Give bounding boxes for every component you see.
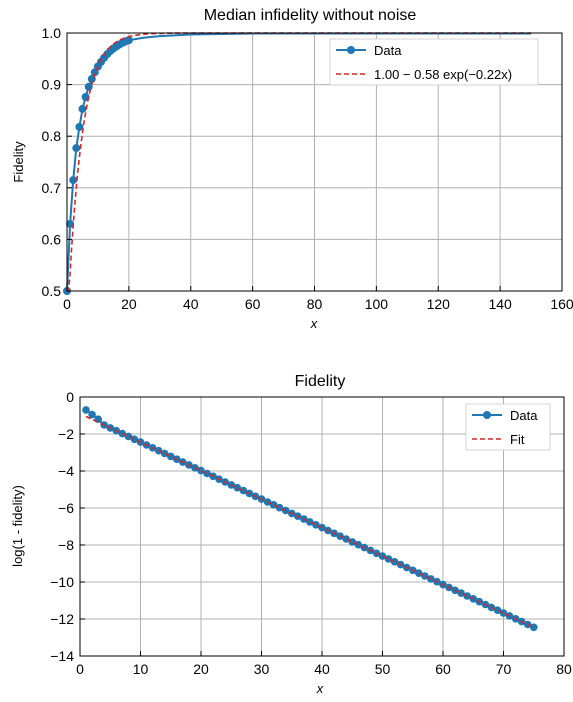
- bottom-data-point: [348, 538, 357, 546]
- top-x-tick-label: 40: [183, 296, 199, 312]
- bottom-tick-labels: 0 10 20 30 40 50 60 70 80 0 −2 −4 −6 −8 −10 −12 −14: [50, 389, 572, 677]
- bottom-x-tick-label: 80: [556, 661, 572, 677]
- bottom-data-point: [342, 535, 351, 543]
- bottom-y-tick-label: −10: [50, 574, 74, 590]
- bottom-data-point: [239, 486, 248, 495]
- bottom-x-tick-label: 20: [193, 661, 209, 677]
- bottom-y-tick-label: 0: [66, 389, 74, 405]
- bottom-y-tick-label: −14: [50, 648, 74, 664]
- bottom-data-point: [88, 410, 96, 419]
- top-y-tick-label: 0.5: [42, 283, 62, 299]
- bottom-data-point: [312, 521, 320, 529]
- top-data-point: [84, 82, 93, 91]
- top-legend-data-marker: [347, 46, 355, 54]
- top-chart: Median infidelity without noise 0 20 40 60 8…: [11, 7, 573, 331]
- bottom-data-point: [530, 623, 538, 632]
- bottom-data-point: [421, 572, 429, 580]
- bottom-data-point: [451, 586, 459, 595]
- top-data-point: [78, 104, 87, 113]
- bottom-data-point: [390, 558, 399, 566]
- bottom-data-point: [384, 555, 393, 563]
- top-x-axis-label: x: [310, 316, 318, 331]
- bottom-data-point: [378, 552, 387, 560]
- bottom-x-tick-label: 30: [254, 661, 270, 677]
- bottom-data-point: [463, 592, 472, 600]
- top-x-tick-label: 0: [63, 296, 71, 312]
- top-y-tick-label: 0.7: [42, 180, 62, 196]
- bottom-legend: Data Fit: [465, 403, 551, 451]
- top-y-tick-label: 0.8: [42, 128, 62, 144]
- bottom-y-tick-label: −8: [58, 537, 74, 553]
- bottom-fit-line-overlay: [85, 415, 535, 628]
- top-data-point: [66, 219, 75, 228]
- bottom-data-point: [269, 501, 278, 509]
- bottom-data-point: [306, 518, 314, 526]
- bottom-data-point: [94, 415, 102, 424]
- bottom-data-point: [275, 503, 284, 512]
- bottom-x-tick-label: 70: [496, 661, 512, 677]
- bottom-data-point: [233, 483, 242, 492]
- bottom-data-point: [203, 469, 211, 478]
- top-data-point: [72, 144, 81, 153]
- top-y-tick-label: 0.9: [42, 77, 62, 93]
- top-x-tick-label: 120: [427, 296, 451, 312]
- top-x-tick-label: 20: [121, 296, 137, 312]
- top-data-point: [75, 122, 84, 131]
- bottom-x-tick-label: 50: [375, 661, 391, 677]
- bottom-y-tick-label: −12: [50, 611, 74, 627]
- top-legend-box: [329, 38, 539, 86]
- bottom-legend-box: [465, 403, 551, 451]
- bottom-data-point: [130, 435, 139, 444]
- top-x-tick-label: 160: [550, 296, 573, 312]
- top-legend: Data 1.00 − 0.58 exp(−0.22x): [329, 38, 539, 86]
- top-x-tick-label: 60: [245, 296, 261, 312]
- top-y-tick-label: 0.6: [42, 231, 62, 247]
- top-y-axis-label: Fidelity: [11, 141, 26, 183]
- top-legend-data-label: Data: [374, 43, 402, 58]
- top-x-tick-label: 140: [488, 296, 512, 312]
- bottom-x-axis-label: x: [316, 681, 324, 696]
- bottom-data-point: [197, 466, 205, 475]
- bottom-y-tick-label: −6: [58, 500, 74, 516]
- bottom-chart-title: Fidelity: [295, 373, 346, 390]
- bottom-data-point: [167, 452, 175, 461]
- bottom-legend-data-label: Data: [510, 408, 538, 423]
- top-data-point: [69, 176, 78, 185]
- bottom-data-point: [82, 406, 90, 414]
- bottom-data-point: [493, 606, 502, 614]
- top-x-tick-label: 80: [307, 296, 323, 312]
- top-x-tick-label: 100: [365, 296, 389, 312]
- bottom-legend-data-marker: [483, 411, 491, 419]
- bottom-legend-fit-label: Fit: [510, 432, 525, 447]
- bottom-data-point: [499, 609, 508, 617]
- bottom-data-point: [427, 575, 435, 583]
- bottom-data-point: [415, 569, 423, 577]
- bottom-data-point: [457, 589, 465, 597]
- bottom-chart: Fidelity 0 10 20 30 40 50 60 70 80 0 −2 −4 −6 −8 −10 −1…: [10, 373, 572, 696]
- bottom-y-axis-label: log(1 - fidelity): [10, 485, 25, 567]
- bottom-y-tick-label: −4: [58, 463, 74, 479]
- top-chart-title: Median infidelity without noise: [204, 7, 417, 24]
- bottom-x-tick-label: 60: [435, 661, 451, 677]
- bottom-x-tick-label: 40: [314, 661, 330, 677]
- top-legend-fit-label: 1.00 − 0.58 exp(−0.22x): [374, 67, 512, 82]
- bottom-data-point: [124, 432, 133, 441]
- top-tick-labels: 0 20 40 60 80 100 120 140 160 0.5 0.6 0.7 0.8 0.9 1.0: [42, 25, 573, 312]
- bottom-y-tick-label: −2: [58, 426, 74, 442]
- bottom-plot-area: [82, 406, 538, 632]
- top-data-point: [124, 36, 133, 45]
- top-y-tick-label: 1.0: [42, 25, 62, 41]
- bottom-x-tick-label: 0: [76, 661, 84, 677]
- bottom-x-tick-label: 10: [133, 661, 149, 677]
- bottom-data-point: [160, 449, 169, 458]
